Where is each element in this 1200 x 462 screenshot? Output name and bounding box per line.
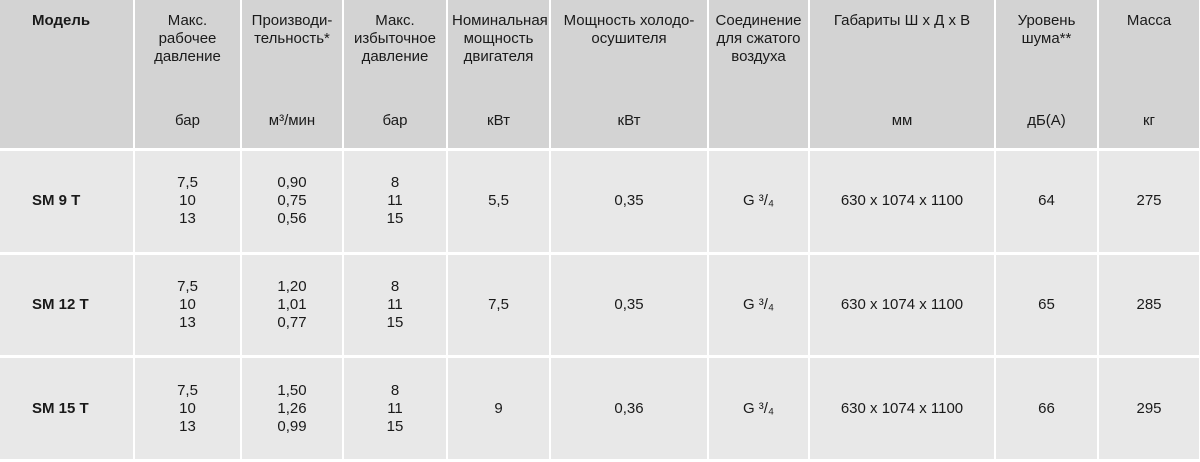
overpressure-values: 8 11 15 xyxy=(343,149,448,255)
header-dryer-power: Мощность холодо-осушителя кВт xyxy=(550,0,709,151)
header-title: Модель xyxy=(32,12,91,29)
value: 1,20 xyxy=(277,277,307,295)
table-row: SM 9 T 7,5 10 13 0,90 0,75 0,56 8 11 15 … xyxy=(0,149,1200,255)
value: 1,01 xyxy=(277,295,307,313)
motor-power: 7,5 xyxy=(447,253,551,359)
noise-level: 65 xyxy=(995,253,1099,359)
table-row: SM 15 T 7,5 10 13 1,50 1,26 0,99 8 11 15… xyxy=(0,356,1200,462)
value: 10 xyxy=(179,192,196,210)
value: 11 xyxy=(387,192,403,210)
header-title: Номинальная мощность двигателя xyxy=(452,12,548,65)
motor-power: 5,5 xyxy=(447,149,551,255)
header-dimensions: Габариты Ш х Д х В мм xyxy=(809,0,996,151)
value: 0,77 xyxy=(277,313,307,331)
pressure-values: 7,5 10 13 xyxy=(134,149,242,255)
header-connection: Соединение для сжатого воздуха xyxy=(708,0,810,151)
header-title: Производи-тельность* xyxy=(251,12,333,47)
overpressure-values: 8 11 15 xyxy=(343,356,448,462)
header-title: Макс. избыточное давление xyxy=(354,12,436,65)
value: 0,99 xyxy=(277,417,307,435)
header-model: Модель xyxy=(0,0,135,151)
header-row: Модель Макс. рабочее давление бар Произв… xyxy=(0,0,1200,151)
value: 8 xyxy=(390,381,400,399)
dimensions: 630 x 1074 x 1100 xyxy=(809,149,996,255)
header-title: Макс. рабочее давление xyxy=(154,12,221,65)
header-capacity: Производи-тельность* м³/мин xyxy=(241,0,344,151)
dimensions: 630 x 1074 x 1100 xyxy=(809,356,996,462)
capacity-values: 1,50 1,26 0,99 xyxy=(241,356,344,462)
header-title: Уровень шума** xyxy=(1017,12,1076,47)
header-motor-power: Номинальная мощность двигателя кВт xyxy=(447,0,551,151)
value: 1,26 xyxy=(277,399,307,417)
dryer-power: 0,35 xyxy=(550,149,709,255)
value: 8 xyxy=(390,277,400,295)
value: 0,90 xyxy=(277,174,307,192)
model-name: SM 12 T xyxy=(0,253,135,359)
connection: G ³/₄ xyxy=(708,253,810,359)
header-unit: дБ(А) xyxy=(1027,112,1066,129)
value: 15 xyxy=(386,417,404,435)
header-unit: м³/мин xyxy=(268,112,316,129)
pressure-values: 7,5 10 13 xyxy=(134,253,242,359)
value: 15 xyxy=(386,210,404,228)
value: 13 xyxy=(179,417,196,435)
header-title: Масса xyxy=(1126,12,1172,29)
header-max-pressure: Макс. рабочее давление бар xyxy=(134,0,242,151)
value: 8 xyxy=(390,174,400,192)
header-overpressure: Макс. избыточное давление бар xyxy=(343,0,448,151)
table-row: SM 12 T 7,5 10 13 1,20 1,01 0,77 8 11 15… xyxy=(0,253,1200,359)
value: 13 xyxy=(179,313,196,331)
overpressure-values: 8 11 15 xyxy=(343,253,448,359)
pressure-values: 7,5 10 13 xyxy=(134,356,242,462)
mass: 295 xyxy=(1098,356,1200,462)
value: 7,5 xyxy=(177,381,198,399)
dimensions: 630 x 1074 x 1100 xyxy=(809,253,996,359)
header-noise: Уровень шума** дБ(А) xyxy=(995,0,1099,151)
header-title: Соединение для сжатого воздуха xyxy=(715,12,802,65)
value: 0,56 xyxy=(277,210,307,228)
value: 15 xyxy=(386,313,404,331)
value: 1,50 xyxy=(277,381,307,399)
capacity-values: 0,90 0,75 0,56 xyxy=(241,149,344,255)
value: 10 xyxy=(179,295,196,313)
value: 0,75 xyxy=(277,192,307,210)
mass: 275 xyxy=(1098,149,1200,255)
motor-power: 9 xyxy=(447,356,551,462)
value: 7,5 xyxy=(177,174,198,192)
mass: 285 xyxy=(1098,253,1200,359)
header-title: Мощность холодо-осушителя xyxy=(563,12,695,47)
header-unit: кг xyxy=(1142,112,1156,129)
noise-level: 64 xyxy=(995,149,1099,255)
header-mass: Масса кг xyxy=(1098,0,1200,151)
capacity-values: 1,20 1,01 0,77 xyxy=(241,253,344,359)
header-unit: кВт xyxy=(487,112,510,129)
header-unit: бар xyxy=(175,112,200,129)
value: 10 xyxy=(179,399,196,417)
connection: G ³/₄ xyxy=(708,149,810,255)
dryer-power: 0,36 xyxy=(550,356,709,462)
noise-level: 66 xyxy=(995,356,1099,462)
dryer-power: 0,35 xyxy=(550,253,709,359)
header-unit: бар xyxy=(382,112,408,129)
header-unit: мм xyxy=(891,112,913,129)
value: 13 xyxy=(179,210,196,228)
model-name: SM 9 T xyxy=(0,149,135,255)
header-unit: кВт xyxy=(617,112,641,129)
value: 11 xyxy=(387,399,403,417)
connection: G ³/₄ xyxy=(708,356,810,462)
value: 11 xyxy=(387,295,403,313)
value: 7,5 xyxy=(177,277,198,295)
header-title: Габариты Ш х Д х В xyxy=(833,12,971,29)
model-name: SM 15 T xyxy=(0,356,135,462)
